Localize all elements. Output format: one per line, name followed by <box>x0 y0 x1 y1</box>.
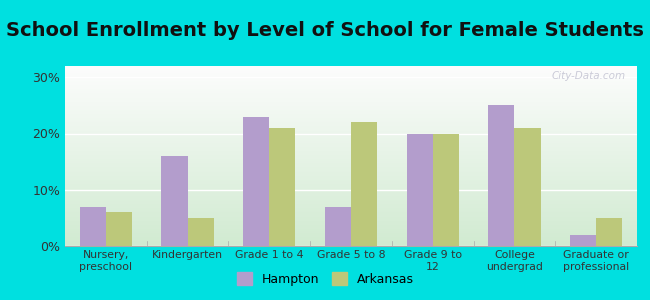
Bar <box>161 156 188 246</box>
Bar <box>351 122 377 246</box>
Bar <box>488 105 514 246</box>
Text: City-Data.com: City-Data.com <box>551 71 625 81</box>
Bar <box>325 207 351 246</box>
Bar <box>570 235 596 246</box>
Bar <box>269 128 296 246</box>
Bar <box>596 218 622 246</box>
Text: School Enrollment by Level of School for Female Students: School Enrollment by Level of School for… <box>6 21 644 40</box>
Bar <box>188 218 214 246</box>
Bar <box>433 134 459 246</box>
Bar <box>243 117 269 246</box>
Bar <box>406 134 433 246</box>
Legend: Hampton, Arkansas: Hampton, Arkansas <box>231 267 419 291</box>
Bar <box>80 207 106 246</box>
Bar <box>514 128 541 246</box>
Bar <box>106 212 132 246</box>
